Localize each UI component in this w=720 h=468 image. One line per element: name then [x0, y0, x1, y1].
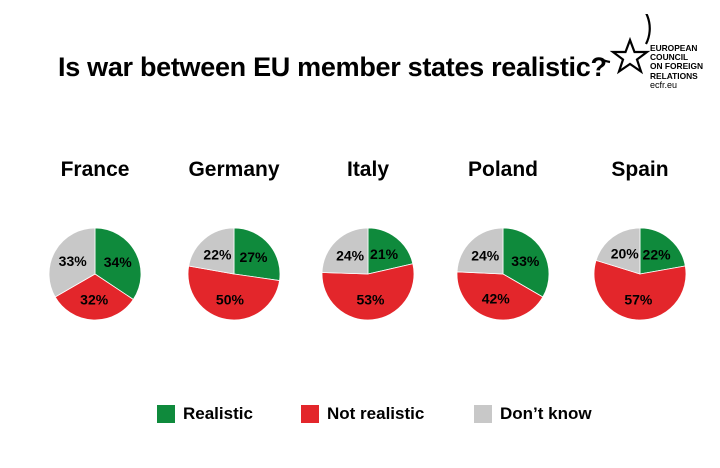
data-label-france-don-t-know: 33%: [59, 253, 88, 269]
data-label-italy-realistic: 21%: [370, 246, 399, 262]
data-label-france-realistic: 34%: [104, 254, 133, 270]
legend-item-realistic: Realistic: [157, 404, 253, 424]
pie-slice-italy-don-t-know: [321, 227, 369, 275]
ecfr-logo-icon: [600, 14, 651, 75]
pie-slice-italy-realistic: [367, 227, 414, 275]
pie-slice-poland-don-t-know: [456, 227, 504, 275]
country-label-germany: Germany: [188, 158, 280, 181]
data-label-germany-realistic: 27%: [239, 249, 268, 265]
legend-label: Don’t know: [500, 404, 592, 423]
data-label-poland-realistic: 33%: [511, 253, 540, 269]
data-label-germany-not-realistic: 50%: [216, 291, 245, 307]
pie-slice-france-not-realistic: [54, 273, 134, 321]
data-label-poland-don-t-know: 24%: [471, 247, 500, 263]
data-label-germany-don-t-know: 22%: [203, 246, 232, 262]
pie-slice-poland-realistic: [502, 227, 550, 298]
data-label-italy-not-realistic: 53%: [356, 292, 385, 308]
legend-label: Realistic: [183, 404, 253, 423]
logo-line: COUNCIL: [650, 52, 689, 63]
legend-item-dont-know: Don’t know: [474, 404, 592, 424]
country-label-spain: Spain: [611, 158, 669, 181]
pie-slice-spain-don-t-know: [595, 227, 641, 275]
pie-slice-spain-realistic: [639, 227, 686, 275]
country-label-italy: Italy: [346, 158, 390, 181]
legend-item-not-realistic: Not realistic: [301, 404, 424, 424]
logo-url: ecfr.eu: [650, 79, 678, 90]
data-label-italy-don-t-know: 24%: [336, 247, 365, 263]
pie-slice-italy-not-realistic: [321, 263, 415, 321]
pie-slice-germany-not-realistic: [187, 265, 280, 321]
data-label-spain-realistic: 22%: [643, 246, 672, 262]
legend-swatch-realistic: [157, 405, 175, 423]
pie-slice-spain-not-realistic: [593, 259, 687, 321]
pie-slice-germany-don-t-know: [188, 227, 235, 275]
logo-line: EUROPEAN: [650, 43, 698, 53]
country-label-poland: Poland: [467, 158, 539, 181]
ecfr-logo-text: EUROPEAN COUNCIL ON FOREIGN RELATIONS ec…: [650, 43, 704, 90]
legend-swatch-not-realistic: [301, 405, 319, 423]
legend-label: Not realistic: [327, 404, 425, 423]
logo-line: ON FOREIGN: [650, 61, 704, 72]
data-label-spain-don-t-know: 20%: [611, 245, 640, 261]
pie-slice-poland-not-realistic: [456, 271, 544, 321]
pie-slice-germany-realistic: [233, 227, 281, 281]
pie-slice-france-don-t-know: [48, 227, 96, 298]
country-label-france: France: [60, 158, 130, 181]
legend: Realistic Not realistic Don’t know: [0, 404, 720, 434]
legend-swatch-dont-know: [474, 405, 492, 423]
data-label-spain-not-realistic: 57%: [624, 292, 653, 308]
chart-title: Is war between EU member states realisti…: [58, 52, 607, 82]
logo-line: RELATIONS: [650, 70, 698, 81]
data-label-france-not-realistic: 32%: [80, 292, 109, 308]
data-label-poland-not-realistic: 42%: [482, 291, 511, 307]
